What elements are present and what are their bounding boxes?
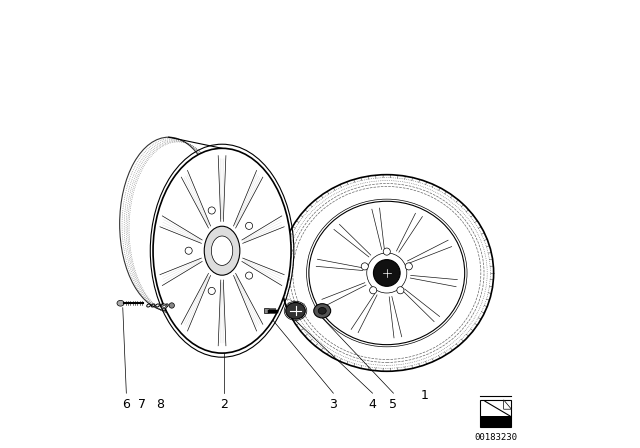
Bar bbox=[264, 308, 269, 314]
Polygon shape bbox=[504, 400, 511, 409]
Ellipse shape bbox=[285, 302, 305, 319]
Ellipse shape bbox=[204, 226, 240, 275]
Circle shape bbox=[208, 287, 215, 294]
Circle shape bbox=[246, 222, 253, 229]
Ellipse shape bbox=[153, 148, 291, 353]
Text: 4: 4 bbox=[369, 398, 376, 411]
Circle shape bbox=[405, 263, 412, 270]
Bar bbox=[480, 400, 511, 426]
Ellipse shape bbox=[117, 300, 124, 306]
Text: 5: 5 bbox=[390, 398, 397, 411]
Ellipse shape bbox=[318, 307, 326, 314]
Circle shape bbox=[208, 207, 215, 214]
Circle shape bbox=[397, 287, 404, 294]
Circle shape bbox=[370, 287, 377, 294]
Text: 8: 8 bbox=[156, 398, 164, 411]
Ellipse shape bbox=[211, 236, 233, 265]
Circle shape bbox=[361, 263, 369, 270]
Circle shape bbox=[246, 272, 253, 279]
Text: 6: 6 bbox=[122, 398, 131, 411]
Ellipse shape bbox=[314, 304, 331, 318]
Circle shape bbox=[383, 248, 390, 255]
Ellipse shape bbox=[161, 304, 167, 309]
Bar bbox=[480, 417, 511, 426]
Ellipse shape bbox=[309, 201, 465, 345]
Text: 3: 3 bbox=[330, 398, 337, 411]
Text: 1: 1 bbox=[420, 389, 429, 402]
Text: 7: 7 bbox=[138, 398, 146, 411]
Circle shape bbox=[373, 260, 400, 286]
Circle shape bbox=[169, 303, 175, 308]
Text: 2: 2 bbox=[220, 398, 228, 411]
Ellipse shape bbox=[163, 305, 166, 307]
Circle shape bbox=[185, 247, 192, 254]
Text: 00183230: 00183230 bbox=[474, 433, 517, 442]
